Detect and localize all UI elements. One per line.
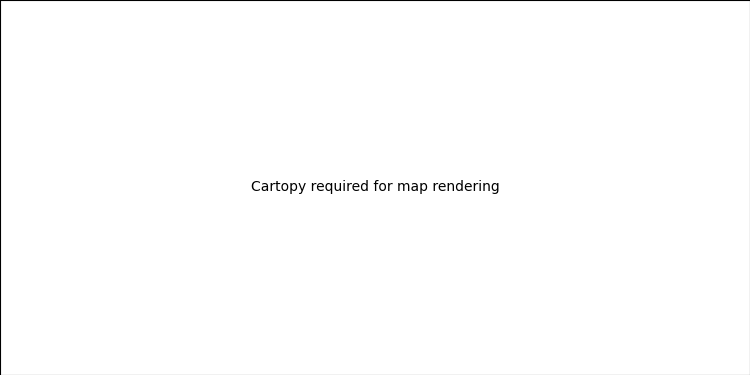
Text: Cartopy required for map rendering: Cartopy required for map rendering xyxy=(251,180,500,195)
